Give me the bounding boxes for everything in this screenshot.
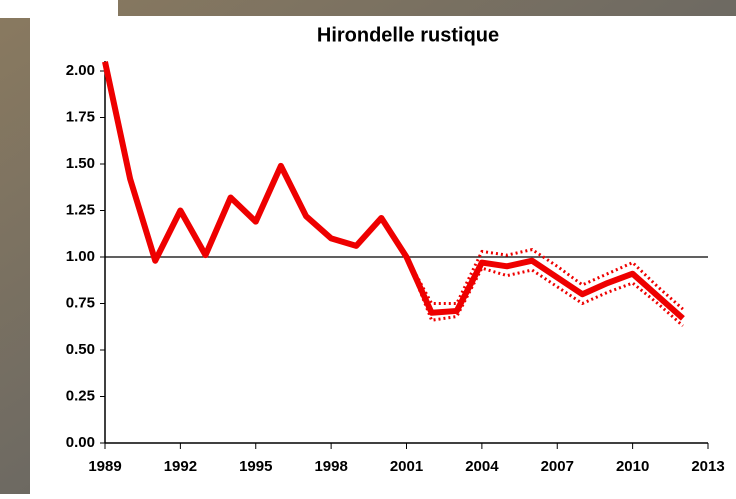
- x-tick-label: 1992: [164, 458, 197, 475]
- x-tick-label: 2010: [616, 458, 649, 475]
- chart-panel: [30, 16, 736, 494]
- x-tick-label: 2013: [691, 458, 724, 475]
- x-tick-label: 1995: [239, 458, 272, 475]
- y-tick-label: 1.75: [66, 108, 95, 125]
- x-tick-label: 1989: [88, 458, 121, 475]
- y-tick-label: 0.25: [66, 387, 95, 404]
- y-tick-label: 0.75: [66, 294, 95, 311]
- y-tick-label: 0.00: [66, 434, 95, 451]
- x-tick-label: 2007: [541, 458, 574, 475]
- chart-title: Hirondelle rustique: [317, 24, 499, 46]
- x-tick-label: 2004: [465, 458, 499, 475]
- x-tick-label: 1998: [314, 458, 347, 475]
- x-tick-label: 2001: [390, 458, 423, 475]
- chart: Hirondelle rustique 0.00 0.25 0.50 0.75 1.00…: [0, 0, 736, 494]
- y-tick-label: 1.25: [66, 201, 95, 218]
- y-tick-label: 1.50: [66, 155, 95, 172]
- y-tick-label: 2.00: [66, 62, 95, 79]
- photo-corner: [0, 0, 118, 18]
- y-tick-label: 1.00: [66, 248, 95, 265]
- y-tick-label: 0.50: [66, 341, 95, 358]
